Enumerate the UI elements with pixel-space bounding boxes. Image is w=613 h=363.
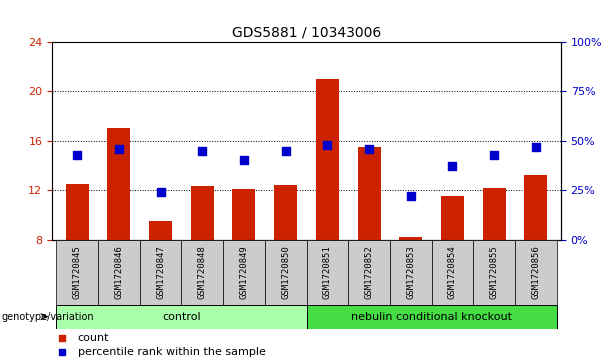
Bar xyxy=(357,147,381,240)
Text: GSM1720855: GSM1720855 xyxy=(490,245,498,299)
Point xyxy=(156,189,166,195)
Point xyxy=(364,146,374,151)
Point xyxy=(531,144,541,150)
Text: GSM1720856: GSM1720856 xyxy=(531,245,541,299)
Text: count: count xyxy=(77,333,109,343)
Bar xyxy=(56,240,98,305)
Bar xyxy=(524,175,547,240)
Bar xyxy=(223,240,265,305)
Point xyxy=(72,152,82,158)
Bar xyxy=(306,240,348,305)
Bar xyxy=(181,240,223,305)
Bar xyxy=(232,189,256,240)
Point xyxy=(114,146,124,151)
Bar xyxy=(265,240,306,305)
Bar xyxy=(432,240,473,305)
Text: GSM1720846: GSM1720846 xyxy=(115,245,123,299)
Bar xyxy=(107,128,131,240)
Text: GSM1720851: GSM1720851 xyxy=(323,245,332,299)
Text: nebulin conditional knockout: nebulin conditional knockout xyxy=(351,312,512,322)
Point xyxy=(406,193,416,199)
Bar xyxy=(191,187,214,240)
Point xyxy=(447,163,457,169)
Bar xyxy=(66,184,89,240)
Text: GSM1720854: GSM1720854 xyxy=(448,245,457,299)
Bar xyxy=(274,185,297,240)
Point xyxy=(322,142,332,147)
Bar xyxy=(399,237,422,240)
Text: GSM1720849: GSM1720849 xyxy=(240,245,248,299)
Text: control: control xyxy=(162,312,200,322)
Bar xyxy=(390,240,432,305)
Text: GSM1720852: GSM1720852 xyxy=(365,245,373,299)
Text: GSM1720848: GSM1720848 xyxy=(198,245,207,299)
Text: percentile rank within the sample: percentile rank within the sample xyxy=(77,347,265,357)
Text: GSM1720847: GSM1720847 xyxy=(156,245,165,299)
Bar xyxy=(515,240,557,305)
Point xyxy=(281,148,291,154)
Text: GSM1720850: GSM1720850 xyxy=(281,245,290,299)
Bar xyxy=(56,305,306,329)
Text: GSM1720845: GSM1720845 xyxy=(72,245,82,299)
Bar xyxy=(306,305,557,329)
Point xyxy=(239,158,249,163)
Bar xyxy=(348,240,390,305)
Bar xyxy=(149,221,172,240)
Bar xyxy=(316,79,339,240)
Bar xyxy=(473,240,515,305)
Text: genotype/variation: genotype/variation xyxy=(1,312,94,322)
Bar xyxy=(441,196,464,240)
Bar xyxy=(98,240,140,305)
Point xyxy=(489,152,499,158)
Point xyxy=(197,148,207,154)
Title: GDS5881 / 10343006: GDS5881 / 10343006 xyxy=(232,25,381,39)
Bar xyxy=(140,240,181,305)
Text: GSM1720853: GSM1720853 xyxy=(406,245,415,299)
Bar xyxy=(482,188,506,240)
